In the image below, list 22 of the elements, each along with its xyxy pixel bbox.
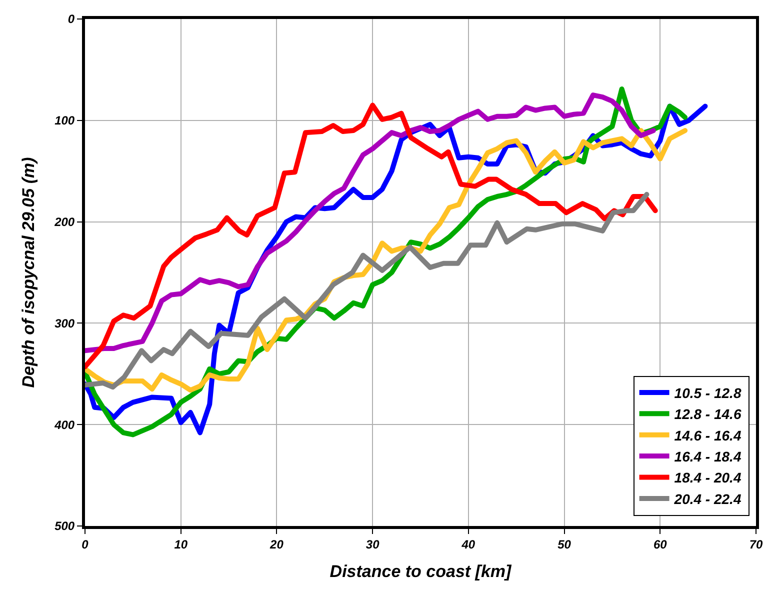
y-tick-label: 300 [54, 316, 75, 330]
legend-label: 16.4 - 18.4 [674, 448, 742, 465]
legend-label: 14.6 - 16.4 [674, 427, 742, 444]
x-tick-label: 30 [366, 537, 380, 552]
legend-label: 18.4 - 20.4 [674, 470, 742, 486]
x-axis-title: Distance to coast [km] [330, 562, 513, 581]
y-tick-label: 500 [54, 519, 75, 534]
legend-label: 10.5 - 12.8 [674, 384, 742, 401]
y-tick-label: 100 [54, 114, 75, 128]
x-tick-label: 10 [174, 537, 188, 552]
x-tick-label: 70 [749, 537, 763, 552]
x-tick-label: 20 [269, 537, 284, 552]
x-tick-label: 0 [82, 537, 89, 552]
legend-label: 20.4 - 22.4 [673, 490, 742, 507]
x-tick-label: 60 [653, 537, 668, 552]
y-tick-label: 0 [68, 12, 75, 26]
y-axis-title: Depth of isopycnal 29.05 (m) [19, 156, 38, 388]
x-tick-label: 40 [460, 537, 476, 552]
x-tick-label: 50 [558, 537, 572, 552]
y-tick-label: 400 [54, 418, 75, 432]
y-tick-label: 200 [54, 215, 75, 229]
legend-label: 12.8 - 14.6 [674, 406, 742, 422]
